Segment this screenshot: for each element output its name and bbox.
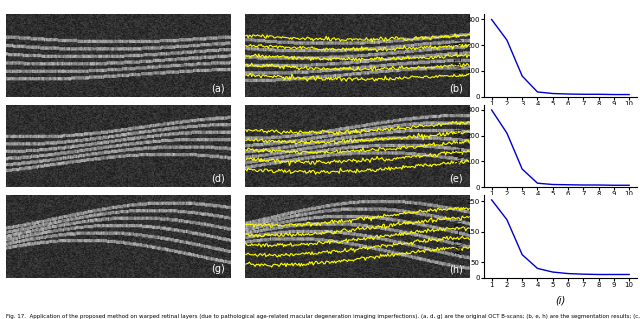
Text: Fig. 17.  Application of the proposed method on warped retinal layers (due to pa: Fig. 17. Application of the proposed met…: [6, 314, 640, 319]
Y-axis label: λᵢ/(1 − λ): λᵢ/(1 − λ): [454, 219, 463, 254]
Y-axis label: λᵢ/(1 − λ): λᵢ/(1 − λ): [454, 38, 463, 73]
Text: (d): (d): [211, 174, 225, 184]
Y-axis label: λᵢ/(1 − λ): λᵢ/(1 − λ): [454, 129, 463, 163]
Text: (a): (a): [211, 83, 225, 93]
Text: (b): (b): [449, 83, 463, 93]
Text: (g): (g): [211, 264, 225, 274]
Text: (h): (h): [449, 264, 463, 274]
Text: (c): (c): [554, 115, 567, 125]
Text: (i): (i): [556, 296, 566, 306]
Text: (e): (e): [449, 174, 463, 184]
Text: (f): (f): [555, 205, 566, 215]
